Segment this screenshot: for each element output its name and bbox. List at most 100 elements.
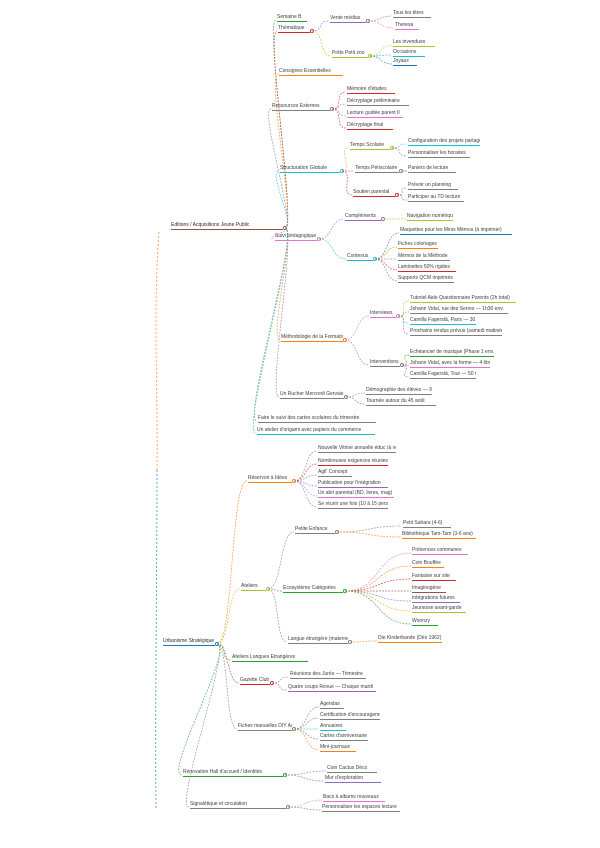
- link: [369, 55, 393, 65]
- node-editions-acquisitions-jeune-public[interactable]: Éditions / Acquisitions Jeune Public: [171, 222, 283, 230]
- node-structuration-globale[interactable]: Structuration Globale: [280, 165, 340, 173]
- node-fiches-manuelles-diy-ados[interactable]: Fiches manuelles DIY Ados: [238, 723, 292, 731]
- node-nouvelle-vitrine-annuelle-educ-a-voir[interactable]: Nouvelle Vitrine annuelle éduc (à voir): [318, 445, 396, 453]
- link: [311, 20, 330, 32]
- node-thematique[interactable]: Thématique: [278, 25, 310, 33]
- node-un-rucher-mercredi-gervais[interactable]: Un Rucher Mercredi Gervais: [280, 391, 344, 399]
- node-semaine-b[interactable]: Semaine B: [277, 14, 307, 22]
- node-bacs-a-albums-nouveaux[interactable]: Bacs à albums nouveaux: [323, 794, 385, 802]
- link: [178, 643, 221, 776]
- node-contenus[interactable]: Contenus: [347, 253, 373, 261]
- node-certification-d-encouragements[interactable]: Certification d'encouragements: [320, 712, 380, 720]
- node-mini-journaux[interactable]: Mini-journaux: [320, 744, 356, 752]
- node-ateliers[interactable]: Ateliers: [241, 583, 266, 591]
- node-publication-pour-l-integration[interactable]: Publication pour l'intégration: [318, 480, 388, 488]
- node-interventions[interactable]: Interventions: [370, 359, 400, 367]
- node-suivi-pedagogique[interactable]: Suivi pédagogique: [275, 233, 317, 241]
- link: [186, 643, 220, 808]
- node-methodologie-de-la-formation[interactable]: Méthodologie de la Formation: [281, 334, 343, 342]
- link: [275, 170, 289, 229]
- node-signaletique-et-circulation[interactable]: Signalétique et circulation: [190, 801, 286, 809]
- node-woonzy[interactable]: Woonzy: [412, 618, 438, 626]
- node-navigation-numerique[interactable]: Navigation numérique: [407, 213, 453, 221]
- node-tutoriel-aide-questionnaire-parents-2h-t[interactable]: Tutoriel Aide Questionnaire Parents (2h …: [410, 295, 516, 303]
- node-ateliers-langues-etrangeres[interactable]: Ateliers Langues Étrangères: [232, 654, 308, 662]
- link: [216, 588, 241, 645]
- node-prets-petit-zoo[interactable]: Prêts Petit zoo: [332, 50, 368, 58]
- node-nombreuses-exigences-reunies[interactable]: Nombreuses exigences réunies: [318, 458, 388, 466]
- node-prevoir-un-planning[interactable]: Prévoir un planning: [408, 182, 458, 190]
- node-gazette-club[interactable]: Gazette Club: [240, 677, 270, 685]
- node-faire-le-suivi-des-cartes-scolaires-du-t[interactable]: Faire le suivi des cartes scolaires du t…: [258, 415, 376, 423]
- node-reservoir-a-idees[interactable]: Réservoir à Idées: [248, 475, 292, 483]
- node-temps-scolaire[interactable]: Temps Scolaire: [350, 142, 390, 150]
- node-bibliotheque-tam-tam-3-6-ans[interactable]: Bibliothèque Tam-Tam (3-6 ans): [402, 531, 476, 539]
- node-ecosysteme-categories[interactable]: Écosystème Catégories: [283, 585, 343, 593]
- node-memoire-d-etudes[interactable]: Mémoire d'études: [347, 86, 395, 94]
- node-supports-qcm-imprimes[interactable]: Supports QCM imprimés: [398, 275, 454, 283]
- node-coin-bouffee[interactable]: Coin Bouffée: [412, 560, 444, 568]
- link: [267, 531, 295, 590]
- node-integrations-futures[interactable]: Intégrations futures: [412, 595, 460, 603]
- node-cartes-d-anniversaire[interactable]: Cartes d'anniversaire: [320, 733, 368, 741]
- node-agil-concept[interactable]: Agil' Concept: [318, 469, 352, 477]
- node-die-kinderbande-des-1962[interactable]: Die Kinderbande (Dès 1962): [378, 635, 442, 643]
- node-fantaisie-sur-site[interactable]: Fantaisie sur site: [412, 573, 456, 581]
- node-un-atelier-d-origami-avec-papiers-du-com[interactable]: Un atelier d'origami avec papiers du com…: [257, 427, 375, 435]
- node-coin-cactus-deco[interactable]: Coin Cactus Déco: [327, 765, 377, 773]
- node-ressources-externes[interactable]: Ressources Externes: [272, 103, 330, 111]
- node-mur-d-exploration[interactable]: Mur d'exploration: [325, 775, 381, 783]
- node-camilla-fagersta-paris-30-min[interactable]: Camilla Fagerstå, Paris — 30 min: [410, 317, 476, 325]
- node-personnaliser-les-espaces-lecture[interactable]: Personnaliser les espaces lecture: [322, 804, 400, 812]
- node-petite-enfance[interactable]: Petite Enfance: [295, 526, 335, 534]
- node-memos-de-la-methode[interactable]: Mémos de la Méthode: [398, 253, 450, 261]
- node-echeancier-de-musique-phase-1-env[interactable]: Échéancier de musique (Phase 1 env.): [410, 349, 494, 357]
- node-configuration-des-projets-partages[interactable]: Configuration des projets partagés: [408, 138, 480, 146]
- node-les-invendues[interactable]: Les invendues: [393, 39, 435, 47]
- node-se-reunir-une-fois-10-a-15-pers[interactable]: Se réunir une fois (10 à 15 pers): [318, 501, 388, 509]
- node-fiches-coloriages[interactable]: Fiches coloriages: [398, 241, 438, 249]
- node-temps-periscolaire[interactable]: Temps Périscolaire: [355, 165, 399, 173]
- node-lecture-guidee-parent-ii[interactable]: Lecture guidée parent II: [347, 110, 403, 118]
- link: [349, 640, 378, 643]
- link: [336, 531, 402, 538]
- node-soutien-parental[interactable]: Soutien parental: [353, 189, 395, 197]
- node-prochains-rendus-prevus-samedi-matinee[interactable]: Prochains rendus prévus (samedi matinée): [410, 328, 502, 336]
- node-langue-etrangere-maternelle[interactable]: Langue étrangère (maternelle): [288, 636, 348, 644]
- node-urbanisme-strategique[interactable]: Urbanisme Stratégique: [163, 638, 215, 646]
- node-participer-au-td-lecture[interactable]: Participer au TD lecture: [408, 194, 464, 202]
- node-occasions[interactable]: Occasions: [393, 49, 425, 57]
- node-reunions-des-jures-trimestre[interactable]: Réunions des Jurés — Trimestre: [290, 671, 366, 679]
- node-quatre-coups-revue-chaque-mardi[interactable]: Quatre coups Revue — Chaque mardi: [288, 684, 376, 692]
- node-un-abri-parental-bd-livres-mag[interactable]: Un abri parental (BD, livres, mag): [318, 490, 394, 498]
- node-annuaires[interactable]: Annuaires: [320, 723, 346, 731]
- link: [311, 30, 332, 57]
- link: [293, 480, 318, 497]
- node-maquettes-pour-les-minis-memos-a-imprime[interactable]: Maquettes pour les Minis Mémos (à imprim…: [400, 227, 512, 235]
- node-demographie-des-eleves-93-min[interactable]: Démographie des élèves — 93 min: [366, 387, 432, 395]
- node-vente-medias[interactable]: Vente médias: [330, 15, 366, 23]
- node-theresa[interactable]: Theresa: [395, 22, 419, 30]
- node-joyaux[interactable]: Joyaux: [393, 58, 417, 66]
- node-tournee-autour-du-45-aout[interactable]: Tournée autour du 45 août: [366, 398, 436, 406]
- node-imaginogene[interactable]: Imaginogène: [412, 585, 446, 593]
- node-interviews[interactable]: Interviews: [370, 310, 396, 318]
- node-consignes-essentielles[interactable]: Consignes Essentielles: [279, 68, 343, 76]
- node-petit-sahara-4-6[interactable]: Petit Sahara (4-6): [403, 520, 451, 528]
- node-jeunesse-avant-garde[interactable]: Jeunesse avant-garde: [412, 605, 466, 613]
- link: [276, 227, 289, 341]
- node-camilla-fagersta-tour-50-min[interactable]: Camilla Fagerstå, Tour — 50 min: [410, 371, 476, 379]
- node-paniers-de-lecture[interactable]: Paniers de lecture: [408, 165, 456, 173]
- node-renovation-hall-d-accueil-identites[interactable]: Rénovation Hall d'accueil / Identités: [183, 769, 283, 777]
- node-laminettes-50-rigides[interactable]: Laminettes 50% rigides: [398, 264, 456, 272]
- node-decryptage-final[interactable]: Décryptage final: [347, 122, 393, 130]
- node-agendas[interactable]: Agendas: [320, 701, 344, 709]
- node-johann-vidal-avec-la-forme-4-titres[interactable]: Johann Vidal, avec la forme — 4 titres: [410, 360, 490, 368]
- node-personnaliser-les-horaires[interactable]: Personnaliser les horaires: [408, 150, 470, 158]
- node-complements[interactable]: Compléments: [345, 213, 381, 221]
- node-decryptage-preliminaire[interactable]: Décryptage préliminaire: [347, 98, 409, 106]
- node-presences-communes[interactable]: Présences communes: [412, 547, 468, 555]
- node-tous-les-titres[interactable]: Tous les titres: [393, 10, 431, 18]
- link: [397, 300, 410, 317]
- node-johann-vidal-rue-des-serres-1h30-env[interactable]: Johann Vidal, rue des Serres — 1h30 env.: [410, 306, 508, 314]
